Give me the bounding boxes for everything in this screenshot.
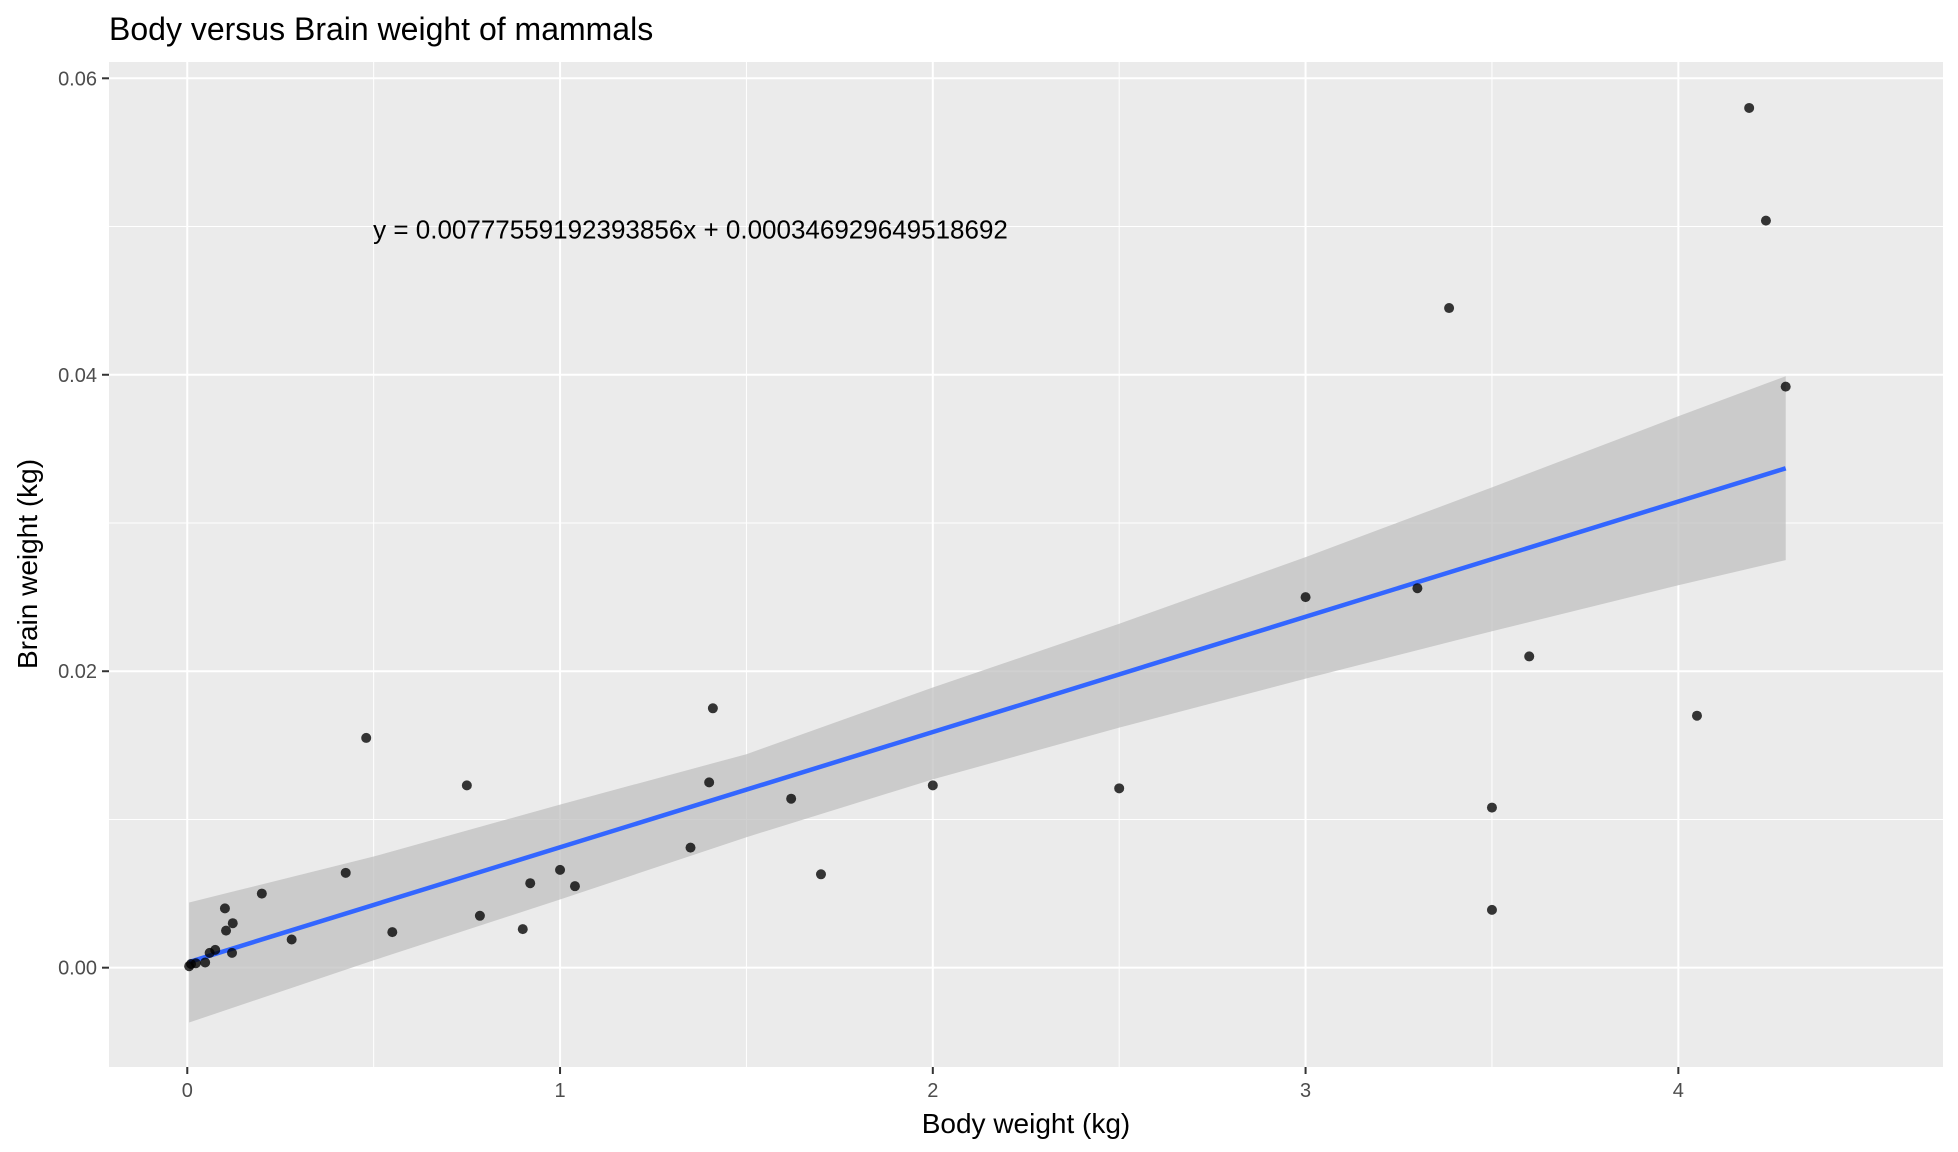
data-point [221, 925, 232, 936]
data-point [190, 958, 201, 969]
data-point [569, 881, 580, 892]
y-tick-label: 0.02 [58, 661, 97, 683]
data-point [1114, 783, 1125, 794]
data-point [387, 927, 398, 938]
data-points [184, 102, 1791, 972]
data-point [1691, 710, 1702, 721]
data-point [815, 869, 826, 880]
data-point [1412, 583, 1423, 594]
y-tick-label: 0.00 [58, 958, 97, 980]
data-point [474, 910, 485, 921]
y-tick-label: 0.06 [58, 68, 97, 90]
data-point [361, 732, 372, 743]
data-point [517, 924, 528, 935]
data-point [1300, 592, 1311, 603]
data-point [461, 780, 472, 791]
plot-panel: y = 0.00777559192393856x + 0.00034692964… [109, 62, 1943, 1067]
data-point [1744, 102, 1755, 113]
chart-title: Body versus Brain weight of mammals [109, 11, 653, 47]
data-point [227, 947, 238, 958]
data-point [219, 903, 230, 914]
confidence-band-layer [189, 376, 1786, 1023]
data-point [340, 867, 351, 878]
data-point [227, 918, 238, 929]
fit-line-layer [188, 466, 1787, 965]
data-point [210, 944, 221, 955]
y-axis: 0.00 0.02 0.04 0.06 [58, 68, 109, 980]
data-point [1780, 381, 1791, 392]
data-point [555, 864, 566, 875]
y-axis-title: Brain weight (kg) [12, 459, 43, 669]
data-point [1760, 215, 1771, 226]
data-point [256, 888, 267, 899]
data-point [1486, 802, 1497, 813]
data-point [927, 780, 938, 791]
data-point [704, 777, 715, 788]
data-point [1486, 904, 1497, 915]
data-point [1444, 303, 1455, 314]
data-point [786, 793, 797, 804]
x-tick-label: 0 [182, 1080, 193, 1102]
regression-line [188, 466, 1787, 965]
data-point [525, 878, 536, 889]
y-tick-label: 0.04 [58, 365, 97, 387]
x-axis: 0 1 2 3 4 [182, 1067, 1684, 1102]
x-tick-label: 4 [1673, 1080, 1684, 1102]
x-tick-label: 2 [927, 1080, 938, 1102]
regression-equation: y = 0.00777559192393856x + 0.00034692964… [373, 215, 1008, 245]
x-axis-title: Body weight (kg) [922, 1108, 1131, 1139]
x-tick-label: 1 [554, 1080, 565, 1102]
confidence-band [189, 376, 1786, 1023]
data-point [200, 957, 211, 968]
data-point [685, 842, 696, 853]
x-tick-label: 3 [1300, 1080, 1311, 1102]
data-point [286, 934, 297, 945]
data-point [707, 703, 718, 714]
data-point [1524, 651, 1535, 662]
